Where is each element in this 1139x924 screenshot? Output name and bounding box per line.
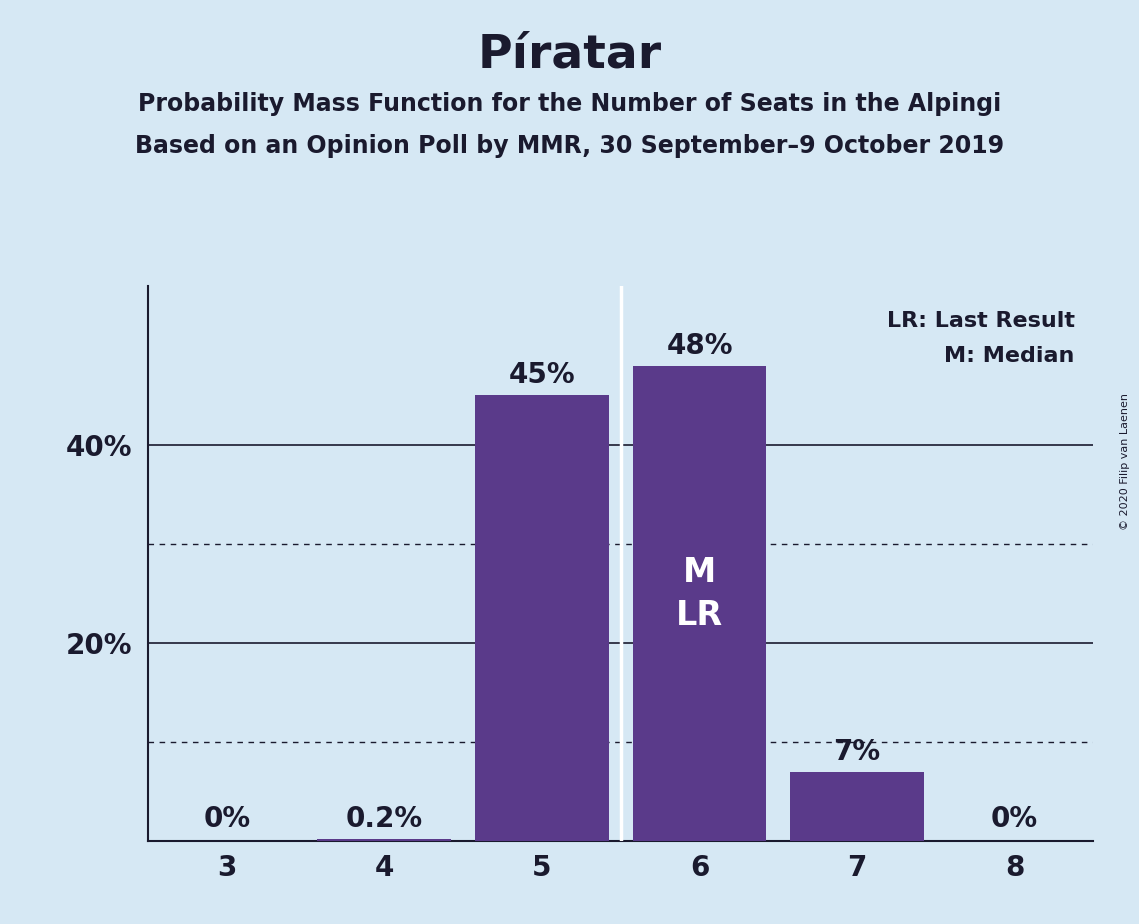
Text: 0%: 0% bbox=[203, 805, 251, 833]
Bar bbox=[632, 366, 767, 841]
Text: LR: Last Result: LR: Last Result bbox=[886, 311, 1074, 331]
Bar bbox=[790, 772, 924, 841]
Text: Probability Mass Function for the Number of Seats in the Alpingi: Probability Mass Function for the Number… bbox=[138, 92, 1001, 116]
Text: 0.2%: 0.2% bbox=[346, 805, 423, 833]
Bar bbox=[475, 395, 609, 841]
Bar bbox=[318, 839, 451, 841]
Text: M
LR: M LR bbox=[675, 555, 723, 632]
Text: 7%: 7% bbox=[834, 737, 880, 766]
Text: 0%: 0% bbox=[991, 805, 1039, 833]
Text: 48%: 48% bbox=[666, 332, 732, 359]
Text: Based on an Opinion Poll by MMR, 30 September–9 October 2019: Based on an Opinion Poll by MMR, 30 Sept… bbox=[134, 134, 1005, 158]
Text: Píratar: Píratar bbox=[477, 32, 662, 78]
Text: 45%: 45% bbox=[509, 361, 575, 389]
Text: © 2020 Filip van Laenen: © 2020 Filip van Laenen bbox=[1121, 394, 1130, 530]
Text: M: Median: M: Median bbox=[944, 346, 1074, 366]
